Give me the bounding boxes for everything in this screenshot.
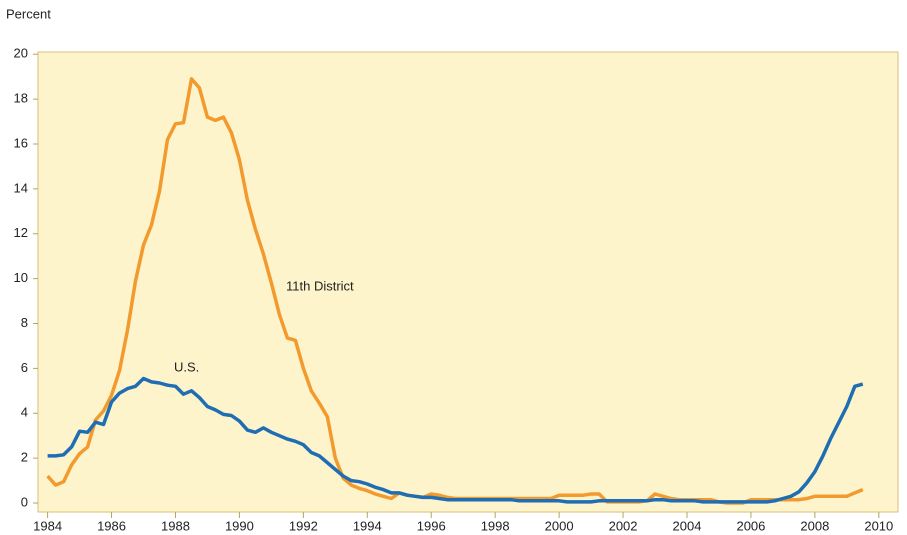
y-tick-label: 0 — [21, 494, 28, 509]
x-tick-label: 2002 — [609, 518, 638, 533]
series-label: U.S. — [174, 359, 199, 374]
y-tick-label: 14 — [14, 180, 28, 195]
y-tick-label: 12 — [14, 225, 28, 240]
x-tick-label: 1998 — [481, 518, 510, 533]
y-tick-label: 4 — [21, 405, 28, 420]
y-tick-label: 18 — [14, 91, 28, 106]
y-tick-label: 2 — [21, 450, 28, 465]
x-tick-label: 1990 — [225, 518, 254, 533]
x-tick-label: 1992 — [289, 518, 318, 533]
y-tick-label: 6 — [21, 360, 28, 375]
x-tick-label: 1994 — [353, 518, 382, 533]
y-tick-label: 8 — [21, 315, 28, 330]
x-tick-label: 2006 — [736, 518, 765, 533]
y-axis-label: Percent — [6, 6, 51, 21]
series-label: 11th District — [286, 278, 354, 293]
x-tick-label: 2004 — [673, 518, 702, 533]
x-tick-label: 1988 — [161, 518, 190, 533]
plot-area — [37, 51, 899, 513]
y-tick-label: 16 — [14, 135, 28, 150]
x-tick-label: 2000 — [545, 518, 574, 533]
x-tick-label: 1986 — [97, 518, 126, 533]
x-tick-label: 2008 — [800, 518, 829, 533]
x-tick-label: 2010 — [864, 518, 893, 533]
series-line — [47, 376, 864, 504]
y-tick-label: 20 — [14, 46, 28, 61]
x-tick-label: 1996 — [417, 518, 446, 533]
y-tick-label: 10 — [14, 270, 28, 285]
x-tick-label: 1984 — [33, 518, 62, 533]
